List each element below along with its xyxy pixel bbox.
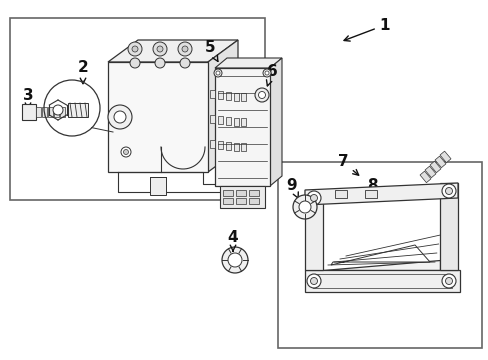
Bar xyxy=(48,107,53,117)
Bar xyxy=(334,190,346,198)
Polygon shape xyxy=(215,68,269,186)
Text: 1: 1 xyxy=(344,18,389,41)
Bar xyxy=(54,107,59,117)
Circle shape xyxy=(445,278,451,284)
Bar xyxy=(233,93,238,100)
Bar xyxy=(10,18,264,200)
Bar xyxy=(150,177,165,195)
Polygon shape xyxy=(305,183,457,205)
Circle shape xyxy=(182,46,187,52)
Circle shape xyxy=(108,105,132,129)
Polygon shape xyxy=(330,245,429,265)
Circle shape xyxy=(128,42,142,56)
Polygon shape xyxy=(207,40,238,172)
Circle shape xyxy=(306,274,320,288)
Circle shape xyxy=(222,247,247,273)
Circle shape xyxy=(157,46,163,52)
Bar xyxy=(236,198,245,204)
Bar xyxy=(278,162,481,348)
Bar xyxy=(241,143,246,152)
Circle shape xyxy=(445,188,451,194)
Bar xyxy=(248,198,259,204)
Circle shape xyxy=(263,69,270,77)
Bar xyxy=(434,156,445,168)
Circle shape xyxy=(310,278,317,284)
Polygon shape xyxy=(215,58,282,68)
Polygon shape xyxy=(323,260,439,270)
Circle shape xyxy=(441,274,455,288)
Text: 7: 7 xyxy=(337,154,358,175)
Bar xyxy=(209,140,215,148)
Polygon shape xyxy=(108,62,207,172)
Circle shape xyxy=(53,105,63,115)
Bar xyxy=(233,143,238,150)
Circle shape xyxy=(132,46,138,52)
Bar xyxy=(241,118,246,126)
Bar xyxy=(225,142,230,150)
Bar xyxy=(68,103,88,117)
Circle shape xyxy=(310,194,317,202)
Text: 9: 9 xyxy=(286,177,298,198)
Bar xyxy=(218,141,223,149)
Circle shape xyxy=(258,91,265,99)
Circle shape xyxy=(123,149,128,154)
Bar xyxy=(220,186,264,208)
Text: 5: 5 xyxy=(204,40,218,61)
Text: 2: 2 xyxy=(78,60,88,84)
Bar xyxy=(312,274,451,288)
Bar xyxy=(439,151,450,163)
Circle shape xyxy=(121,147,131,157)
Circle shape xyxy=(214,69,222,77)
Circle shape xyxy=(264,71,268,75)
Bar xyxy=(241,94,246,102)
Bar xyxy=(429,161,440,173)
Bar xyxy=(42,107,47,117)
Circle shape xyxy=(216,71,220,75)
Circle shape xyxy=(227,253,242,267)
Bar xyxy=(209,90,215,98)
Bar xyxy=(236,190,245,196)
Circle shape xyxy=(130,58,140,68)
Bar xyxy=(36,107,41,117)
Bar xyxy=(22,104,36,120)
Circle shape xyxy=(153,42,167,56)
Text: 3: 3 xyxy=(22,87,33,109)
Bar xyxy=(209,115,215,123)
Bar xyxy=(218,116,223,124)
Circle shape xyxy=(178,42,192,56)
Bar xyxy=(439,183,457,270)
Bar xyxy=(223,198,232,204)
Bar xyxy=(424,166,435,178)
Circle shape xyxy=(114,111,126,123)
Text: 6: 6 xyxy=(266,64,277,86)
Circle shape xyxy=(306,191,320,205)
Circle shape xyxy=(441,184,455,198)
Bar xyxy=(233,118,238,126)
Bar xyxy=(305,190,323,270)
Bar xyxy=(60,107,65,117)
Bar xyxy=(419,171,430,183)
Circle shape xyxy=(155,58,164,68)
Bar xyxy=(225,92,230,100)
Text: 8: 8 xyxy=(366,177,378,200)
Bar xyxy=(364,190,376,198)
Circle shape xyxy=(254,88,268,102)
Circle shape xyxy=(180,58,190,68)
Polygon shape xyxy=(269,58,282,186)
Polygon shape xyxy=(108,40,238,62)
Bar xyxy=(225,117,230,125)
Bar xyxy=(223,190,232,196)
Bar xyxy=(248,190,259,196)
Text: 4: 4 xyxy=(227,230,238,251)
Bar xyxy=(305,270,459,292)
Circle shape xyxy=(298,201,310,213)
Bar xyxy=(218,91,223,99)
Circle shape xyxy=(292,195,316,219)
